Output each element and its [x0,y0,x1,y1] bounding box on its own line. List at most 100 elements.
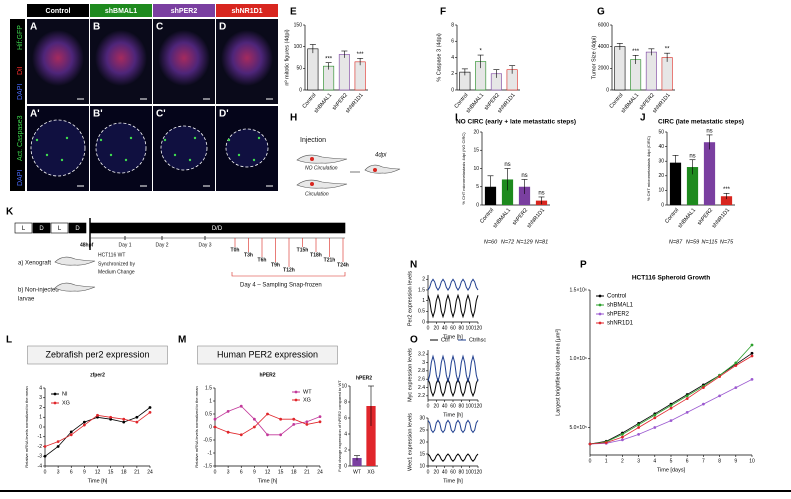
data-point [266,433,269,437]
bar [630,59,642,91]
legend-label: WT [303,389,312,395]
legend-marker [598,312,602,316]
label: a) Xenograft [18,261,51,267]
y-tick-label: -3 [38,454,43,460]
x-tick-label: 3 [227,469,230,475]
label: 4dpi [375,153,387,159]
y-tick-label: 4 [451,55,454,61]
y-axis-label: Tumor Size (4dpi) [591,36,597,80]
y-tick-label: 0 [344,463,347,469]
label: Circulation [305,191,329,197]
data-point [637,426,640,429]
x-tick-label: 0 [427,325,430,331]
x-tick-label: 9 [83,469,86,475]
tumor-outline [30,119,86,177]
label: L [58,226,62,232]
y-tick-label: 2000 [598,66,609,72]
label: L [22,226,26,232]
caspase-dot [257,136,261,140]
label: Medium Change [98,269,135,275]
y-tick-label: -1 [208,450,213,456]
n-label: N=87 [669,239,683,245]
panel-letter: D' [219,109,229,120]
x-tick-label: 100 [465,469,474,475]
data-point [685,397,689,401]
label: NO Circulation [305,165,338,171]
y-axis-label: Fold change expression of hPER2 compared… [337,380,342,472]
x-tick-label: 18 [291,469,297,475]
bar [720,196,733,205]
x-tick-label: 9 [253,469,256,475]
y-tick-label: 3.2 [418,351,425,357]
caspase-dot [65,136,69,140]
y-tick-label: 0 [209,424,212,430]
x-tick-label: 10 [749,458,755,464]
panel-letter: A [30,22,37,33]
x-tick-label: 15 [108,469,114,475]
y-tick-label: 3 [39,395,42,401]
y-tick-label: 20 [473,129,479,135]
label: b) Non-injected [18,288,59,294]
label: D [39,226,44,232]
x-tick-label: WT [353,469,361,475]
x-tick-label: 3 [637,458,640,464]
condition-header [27,4,89,17]
y-axis-label: Relative mRNA levels normalized to the m… [24,386,29,467]
data-point [82,420,86,424]
y-tick-label: 2 [344,447,347,453]
title-box [197,345,338,365]
caspase-dot [109,153,113,157]
y-tick-label: 0 [451,87,454,93]
data-point [82,423,86,427]
data-point [122,420,126,424]
data-point [96,413,99,417]
x-tick-label: 40 [442,469,448,475]
data-point [239,433,243,437]
label: D [75,226,80,232]
panel-letter: M [178,335,186,346]
data-point [702,386,705,390]
condition-header [216,4,278,17]
data-point [318,420,322,424]
y-tick-label: 1.5 [418,287,425,293]
significance: ns [689,153,695,159]
data-point [305,420,309,424]
panel-letter: B [93,22,100,33]
label: Injection [300,137,326,144]
label: T0h [231,247,240,253]
chart-panel: -1.5 -1 -0.5 0 0.5 1 1.5 Human PER2 expression h… [194,345,338,484]
data-point [96,415,99,419]
x-tick-label: 6 [240,469,243,475]
light-box [14,222,33,234]
x-tick-label: 60 [450,325,456,331]
data-point [266,412,269,416]
y-axis-label: % CHT micrometastasis 4dpi (NO CIRC) [461,132,466,205]
y-tick-label: 2.4 [418,385,425,391]
x-tick-label: 21 [134,469,140,475]
x-tick-label: 120 [474,325,483,331]
label: T6h [258,257,267,263]
x-tick-label: 20 [434,469,440,475]
legend-label: shPER2 [607,312,630,318]
tumor-signal [221,30,273,86]
larva [296,154,348,164]
y-tick-label: 0 [299,87,302,93]
y-tick-label: 10 [341,383,347,389]
x-axis-label: Time [h] [443,478,463,484]
series-line [427,293,479,319]
y-tick-label: 6 [344,415,347,421]
data-point [318,415,322,418]
legend-label: XG [303,397,311,403]
data-point [669,404,673,407]
x-tick-label: 80 [459,403,465,409]
y-tick-label: 40 [658,144,664,150]
data-point [750,343,754,347]
y-axis-label: % CHT micrometastasis 4dpi (CIRC) [646,135,651,201]
data-point [750,354,754,358]
significance: ** [665,47,670,53]
chart-panel: 2.2 2.4 2.6 2.8 3 3.2 Myc expression levels Tim… [407,337,486,418]
y-tick-label: 30 [658,159,664,165]
y-tick-label: 2.6 [418,376,425,382]
data-point [109,415,113,419]
